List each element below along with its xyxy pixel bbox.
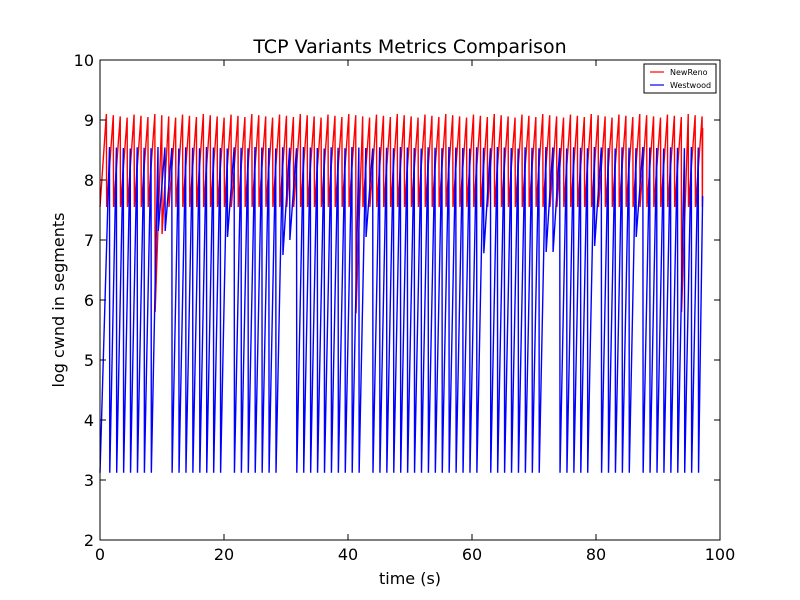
series-line-westwood [99, 146, 704, 473]
y-tick-label: 8 [84, 171, 94, 190]
x-tick-label: 100 [705, 545, 736, 564]
y-tick-label: 4 [84, 411, 94, 430]
y-axis-label: log cwnd in segments [49, 213, 68, 388]
y-tick-label: 3 [84, 471, 94, 490]
x-axis-label: time (s) [379, 569, 441, 588]
x-tick-label: 20 [214, 545, 234, 564]
legend: NewReno Westwood [643, 63, 717, 94]
x-tick-label: 40 [338, 545, 358, 564]
series-line-newreno [99, 113, 704, 314]
y-tick-label: 10 [74, 51, 94, 70]
x-tick-label: 60 [462, 545, 482, 564]
legend-label-westwood: Westwood [670, 81, 711, 90]
legend-box [643, 63, 717, 94]
y-tick-label: 9 [84, 111, 94, 130]
y-tick-label: 7 [84, 231, 94, 250]
y-tick-label: 2 [84, 531, 94, 550]
x-tick-label: 0 [95, 545, 105, 564]
x-tick-labels: 0 20 40 60 80 100 [95, 545, 735, 564]
x-tick-label: 80 [586, 545, 606, 564]
ticks-layer [99, 59, 721, 541]
y-tick-labels: 2 3 4 5 6 7 8 9 10 [74, 51, 94, 550]
y-tick-label: 6 [84, 291, 94, 310]
plot-area [99, 59, 721, 541]
legend-label-newreno: NewReno [670, 68, 708, 77]
chart-title: TCP Variants Metrics Comparison [252, 36, 566, 58]
y-tick-label: 5 [84, 351, 94, 370]
series-layer [99, 113, 704, 473]
